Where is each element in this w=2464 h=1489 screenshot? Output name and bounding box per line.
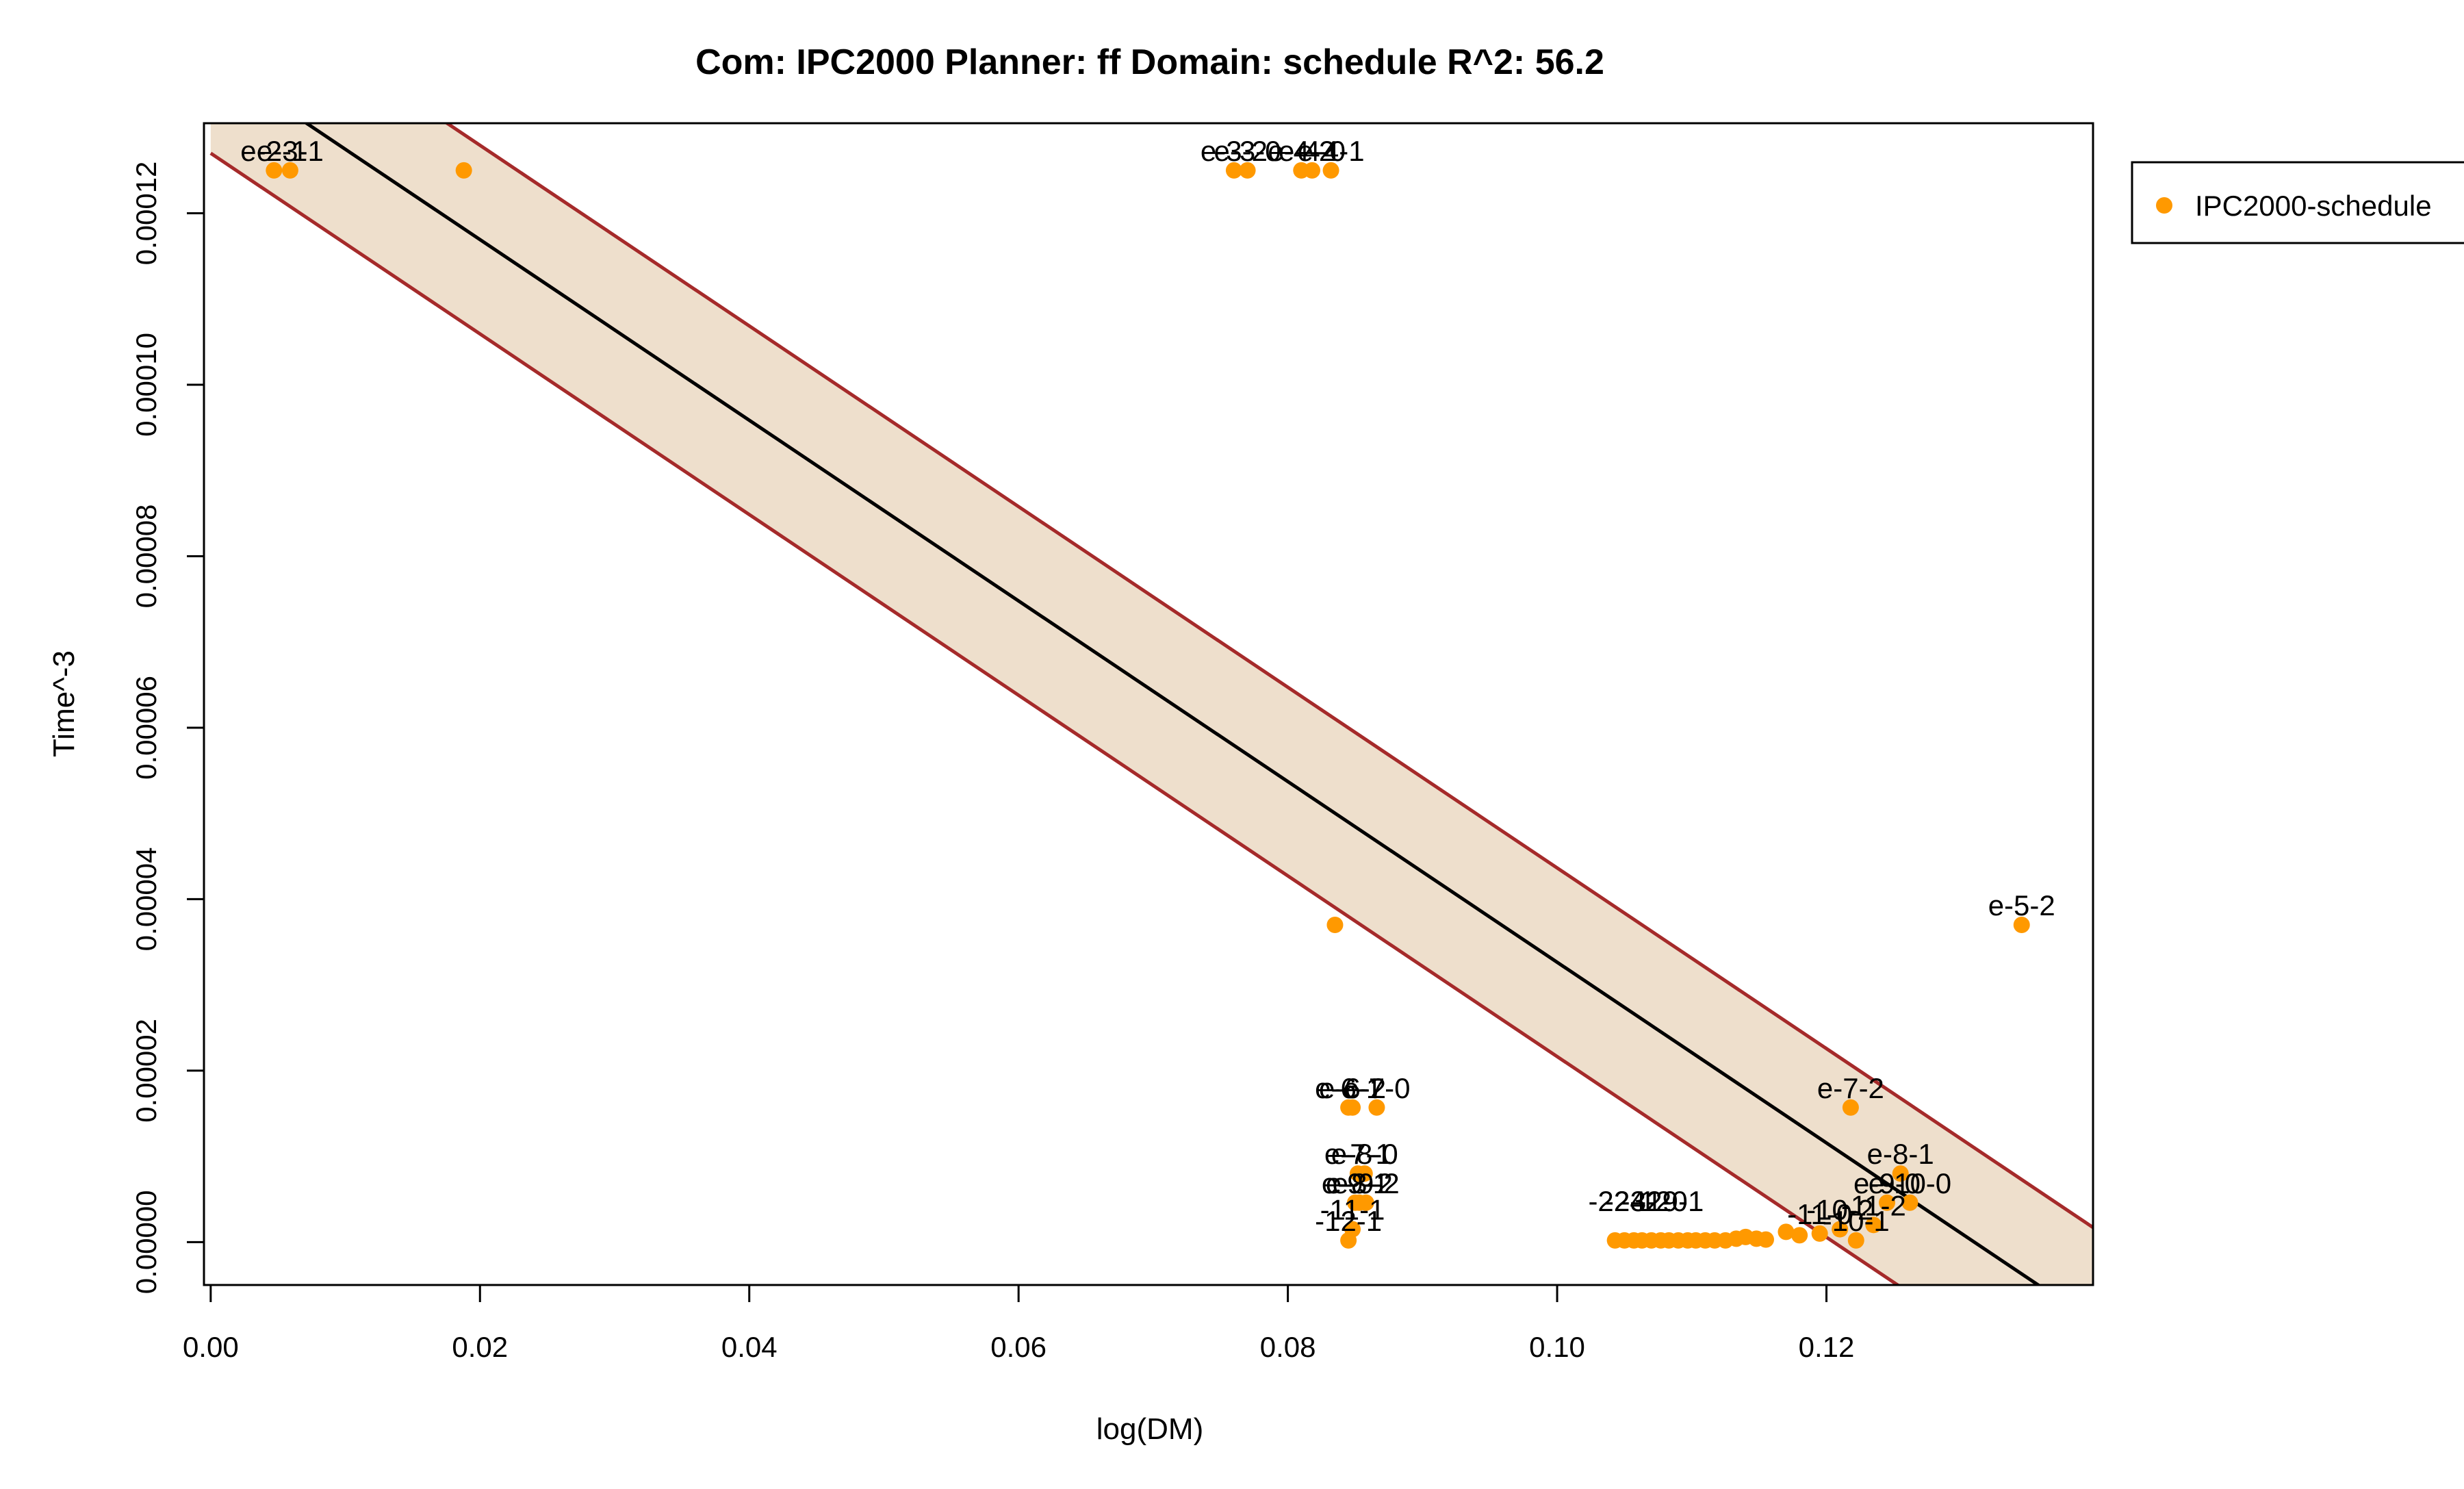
point-label: e-6-1 [1315,1072,1382,1104]
x-tick-label: 0.06 [990,1331,1047,1363]
data-point [1892,1165,1909,1182]
x-tick-label: 0.04 [721,1331,778,1363]
point-label: e-4-0 [1279,135,1346,167]
data-point [1322,162,1339,179]
data-point [1340,1232,1357,1249]
point-label: e-7-2 [1817,1072,1884,1104]
point-label: -10-2 [1806,1194,1873,1226]
point-label: e-9-0 [1853,1167,1921,1199]
data-point [1225,162,1242,179]
point-label: -22-1 [1588,1185,1655,1217]
data-point [266,162,283,179]
point-label: e-4-2 [1268,135,1335,167]
y-tick-label: 0.00002 [130,1019,162,1123]
data-point [1757,1231,1774,1248]
data-point [1901,1194,1918,1211]
y-axis-label: Time^-3 [47,650,81,757]
legend-box [2131,161,2464,244]
y-tick-label: 0.00006 [130,676,162,780]
data-point [1778,1223,1795,1240]
point-label: e-2-1 [240,135,307,167]
plot-area: e-2-1e-3-1 e-3-2e-3-0e-4-2e-4-0e-4-1 e-5-2… [209,123,2093,1285]
data-point [2013,916,2030,933]
y-tick-label: 0.00004 [130,848,162,952]
point-label: -11-0 [1787,1198,1852,1230]
x-tick-label: 0.10 [1529,1331,1585,1363]
data-point [1791,1227,1808,1244]
regression-line [303,123,2042,1285]
data-point [455,162,472,179]
data-point [1865,1217,1882,1234]
confidence-upper-line [444,123,2093,1230]
data-point [1368,1099,1385,1116]
data-point [1879,1194,1896,1211]
point-label: e-3-0 [1214,135,1281,167]
x-axis-label: log(DM) [1096,1412,1203,1446]
point-label: -10-1 [1823,1205,1890,1237]
point-label: -29-1 [1637,1185,1704,1217]
data-point [1356,1165,1373,1182]
data-point [1811,1225,1828,1242]
data-point [1326,916,1344,933]
point-label: e-5-2 [1988,889,2055,921]
x-tick-label: 0.08 [1260,1331,1316,1363]
data-point [1357,1194,1374,1211]
y-tick-label: 0.00012 [130,162,162,266]
x-tick-label: 0.00 [183,1331,239,1363]
point-label: -31-0 [1621,1185,1688,1217]
y-axis: 0.00000 0.00002 0.00004 0.00006 0.00008 0.000… [130,162,205,1294]
legend-marker [2156,197,2172,214]
point-label: e-8-1 [1867,1138,1934,1170]
data-point [1344,1099,1361,1116]
point-label: e-4-1 [1298,135,1365,167]
x-axis: 0.00 0.02 0.04 0.06 0.08 0.10 0.12 [183,1284,1855,1363]
data-point [1847,1232,1864,1249]
point-label: e-3-1 [257,135,324,167]
point-label: e-7-0 [1343,1072,1410,1104]
chart-title: Com: IPC2000 Planner: ff Domain: schedul… [695,42,1604,82]
point-labels: e-2-1e-3-1 e-3-2e-3-0e-4-2e-4-0e-4-1 e-5-2… [240,135,2055,1237]
point-label: e-9-2 [1333,1167,1400,1199]
data-point [1304,162,1321,179]
point-label: -11-1 [1320,1194,1385,1226]
point-label: e-8-2 [1326,1167,1393,1199]
point-label: -12-1 [1315,1205,1382,1237]
data-points [266,162,2030,1249]
point-label: e-6-2 [1319,1072,1386,1104]
confidence-band [210,123,2093,1285]
point-label: e-10-0 [1869,1167,1951,1199]
data-point [1239,162,1256,179]
legend-series-label: IPC2000-schedule [2195,190,2432,222]
legend: IPC2000-schedule [2131,161,2464,244]
y-tick-label: 0.00010 [130,333,162,437]
y-tick-label: 0.00008 [130,505,162,609]
point-label: e-9-1 [1322,1167,1389,1199]
data-point [1842,1099,1859,1116]
confidence-lower-line [209,151,1901,1285]
point-label: e-3-2 [1201,135,1268,167]
y-tick-label: 0.00000 [130,1190,162,1294]
x-tick-label: 0.02 [452,1331,508,1363]
data-point [1832,1221,1849,1238]
point-label: e-7-1 [1324,1138,1391,1170]
point-label: -11-2 [1841,1189,1906,1221]
point-label: e-8-0 [1331,1138,1398,1170]
data-point [281,162,298,179]
x-tick-label: 0.12 [1799,1331,1855,1363]
point-label: -24-2 [1604,1185,1671,1217]
